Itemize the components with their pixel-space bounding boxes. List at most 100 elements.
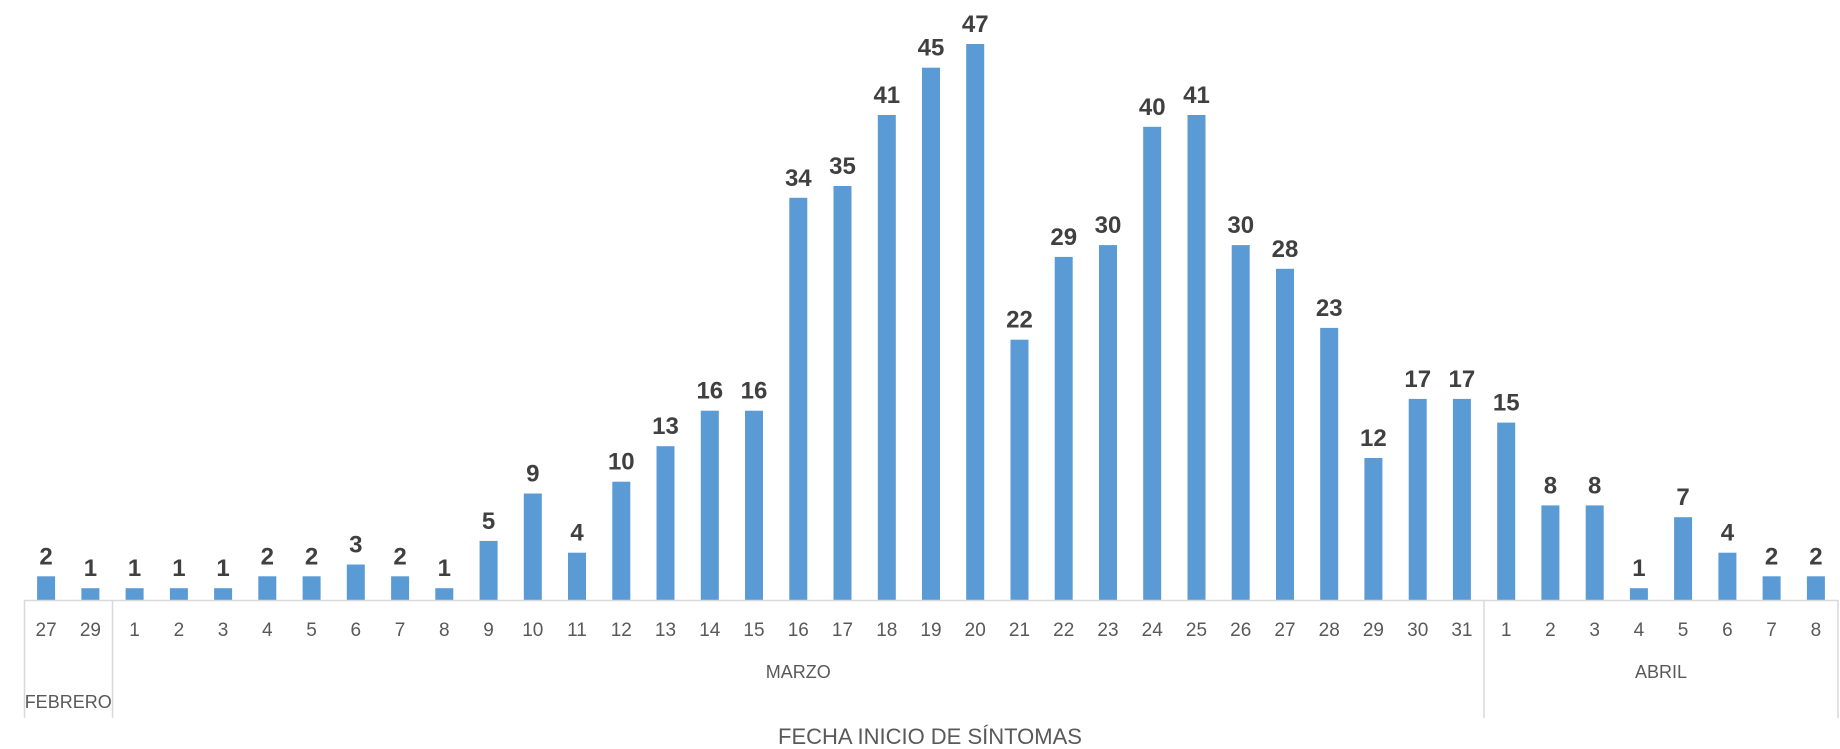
bar [37,576,56,600]
group-label: MARZO [766,662,831,682]
bar [169,588,188,600]
bar [1320,327,1339,600]
value-label: 8 [1588,472,1601,499]
group-label: ABRIL [1635,662,1687,682]
bar [1364,458,1383,600]
x-tick-label: 22 [1053,620,1074,641]
bar [258,576,277,600]
bar [656,446,675,600]
x-tick-label: 27 [1274,620,1295,641]
bar [1231,245,1250,600]
bar [922,67,940,600]
x-tick-label: 24 [1142,620,1164,641]
x-tick-label: 28 [1319,620,1340,641]
bar [612,481,631,600]
value-label: 23 [1316,295,1343,322]
x-tick-label: 31 [1451,620,1472,641]
value-label: 9 [526,461,539,488]
x-tick-label: 21 [1009,620,1030,641]
value-label: 17 [1449,366,1476,393]
bar [1585,505,1604,600]
bar [81,588,100,600]
x-tick-label: 3 [1589,620,1600,641]
value-label: 4 [570,520,584,547]
x-tick-label: 6 [1722,620,1733,641]
bar [745,410,763,600]
bar [302,576,321,600]
bar [1276,268,1294,600]
bar [1674,517,1693,600]
value-label: 30 [1095,212,1122,239]
value-label: 1 [438,555,451,582]
x-tick-label: 8 [439,620,450,641]
bar [1629,588,1648,600]
value-label: 22 [1006,307,1033,334]
value-label: 2 [261,543,274,570]
value-label: 40 [1139,94,1166,121]
x-tick-label: 13 [655,620,676,641]
value-label: 3 [349,532,362,559]
x-tick-label: 5 [306,620,317,641]
bar [523,493,542,600]
x-tick-label: 29 [1363,620,1384,641]
bar [1010,339,1029,600]
value-label: 13 [652,413,679,440]
value-label: 16 [696,378,723,405]
value-label: 15 [1493,390,1520,417]
x-tick-label: 7 [1766,620,1777,641]
x-tick-label: 18 [876,620,897,641]
value-label: 41 [1183,82,1210,109]
x-tick-label: 3 [218,620,229,641]
bar [1718,552,1737,600]
value-label: 2 [39,543,52,570]
bar [1497,422,1516,600]
bar [435,588,454,600]
value-label: 35 [829,153,856,180]
bar [1452,398,1471,600]
x-tick-label: 4 [1634,620,1645,641]
x-axis: 27 29 1 2 3 4 5 6 7 8 9 10 11 12 13 14 15 16 17 18 19 20 21 22 2… [23,599,1839,718]
value-label: 1 [1632,555,1645,582]
bar [214,588,233,600]
value-label: 29 [1050,224,1077,251]
x-tick-label: 30 [1407,620,1428,641]
bar [1143,126,1162,601]
bar [346,564,365,600]
value-label: 8 [1544,472,1557,499]
x-tick-label: 9 [483,620,494,641]
bar [789,197,808,601]
x-tick-label: 15 [743,620,764,641]
x-tick-label: 8 [1811,620,1822,641]
value-label: 10 [608,449,635,476]
bar [479,540,498,600]
bar [1187,115,1206,600]
value-label: 28 [1272,236,1299,263]
bar [568,552,586,600]
value-label: 1 [84,555,97,582]
x-axis-title: FECHA INICIO DE SÍNTOMAS [778,724,1082,749]
x-tick-label: 5 [1678,620,1689,641]
value-label: 34 [785,165,812,192]
value-label: 2 [1765,543,1778,570]
value-label: 45 [918,35,945,62]
value-label: 17 [1404,366,1431,393]
value-label: 1 [216,555,229,582]
x-tick-label: 20 [965,620,986,641]
x-tick-label: 14 [699,620,721,641]
x-tick-label: 23 [1097,620,1118,641]
value-label: 41 [873,82,900,109]
x-tick-label: 16 [788,620,809,641]
bar [1762,576,1781,600]
x-tick-label: 4 [262,620,273,641]
value-label: 12 [1360,425,1387,452]
bar [391,576,410,600]
bar [1806,576,1825,600]
x-tick-label: 19 [920,620,941,641]
value-label: 5 [482,508,495,535]
x-tick-label: 25 [1186,620,1207,641]
bar [1408,398,1427,600]
x-tick-label: 10 [522,620,543,641]
value-label: 7 [1676,484,1689,511]
value-label: 1 [172,555,185,582]
